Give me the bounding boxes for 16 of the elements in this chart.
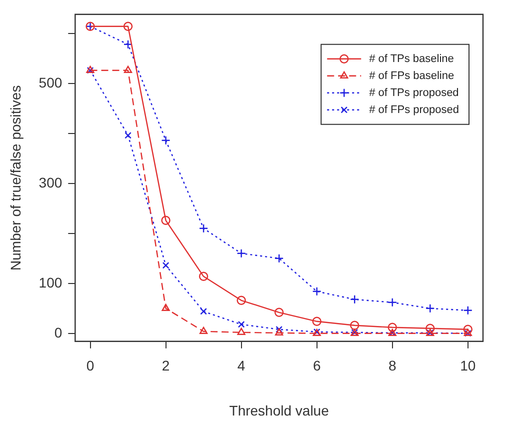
y-tick-label: 500	[38, 74, 62, 90]
x-tick-label: 10	[460, 358, 476, 374]
legend-label: # of FPs proposed	[369, 104, 460, 116]
y-tick-label: 0	[54, 324, 62, 340]
legend-label: # of TPs proposed	[369, 86, 459, 99]
x-axis-title: Threshold value	[229, 402, 330, 418]
legend-label: # of FPs baseline	[369, 70, 454, 82]
x-tick-label: 4	[237, 358, 246, 374]
y-axis-title: Number of true/false positives	[7, 85, 24, 270]
y-tick-label: 100	[38, 274, 62, 290]
legend-label: # of TPs baseline	[369, 52, 454, 65]
x-tick-label: 6	[312, 358, 321, 374]
x-tick-label: 2	[162, 358, 170, 374]
x-tick-label: 8	[388, 358, 396, 374]
y-tick-label: 300	[38, 174, 62, 190]
x-tick-label: 0	[86, 358, 94, 374]
